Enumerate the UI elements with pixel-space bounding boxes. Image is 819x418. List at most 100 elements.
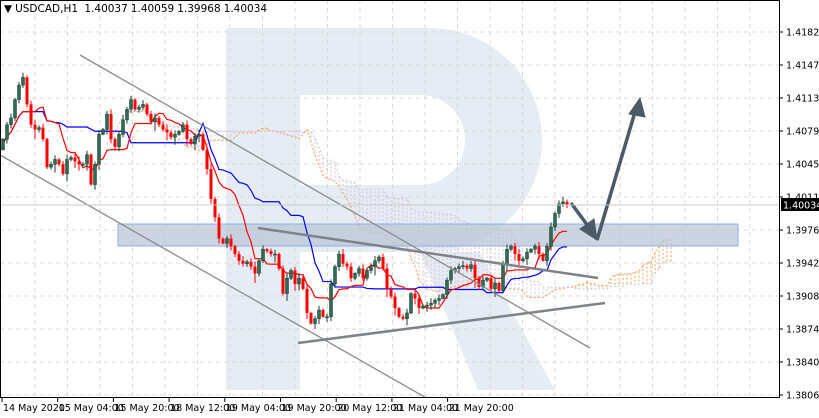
bull-candle [525, 248, 529, 266]
candle-body [69, 157, 73, 160]
candle-body [169, 132, 173, 138]
bear-candle [185, 120, 189, 146]
trendlines [0, 54, 606, 400]
bear-candle [45, 138, 49, 170]
forecast-arrows [569, 96, 646, 242]
candle-body [161, 124, 165, 130]
candle-body [313, 318, 317, 324]
bull-candle [101, 127, 105, 136]
candle-body [357, 268, 361, 274]
channel-lower-line[interactable] [0, 154, 430, 400]
symbol-label: USDCAD,H1 [15, 3, 79, 15]
candle-body [385, 268, 389, 289]
close-value: 1.40034 [223, 3, 268, 15]
triangle-down-icon[interactable]: ▼ [4, 3, 13, 15]
bull-candle [373, 256, 377, 276]
candle-body [117, 134, 121, 148]
candle-body [489, 278, 493, 289]
bear-candle [385, 263, 389, 297]
bull-candle [333, 264, 337, 288]
bear-candle [217, 213, 221, 244]
candle-body [381, 256, 385, 269]
bull-candle [121, 114, 125, 138]
triangle-upper-line[interactable] [257, 226, 599, 280]
bull-candle [125, 106, 129, 124]
bear-candle [57, 157, 61, 167]
candle-body [41, 127, 45, 140]
candle-body [157, 117, 161, 125]
candle-body [81, 164, 85, 166]
candle-body [1, 138, 5, 151]
bull-candle [505, 244, 509, 272]
candle-body [57, 159, 61, 165]
x-tick-label: 21 May 04:00 [393, 403, 458, 414]
candle-body [97, 134, 101, 165]
bull-candle [405, 308, 409, 326]
bull-candle [369, 263, 373, 274]
candle-body [173, 134, 177, 138]
bear-candle [189, 137, 193, 146]
bear-candle [541, 252, 545, 262]
candle-body [353, 273, 357, 279]
bull-candle [557, 200, 561, 218]
bull-candle [521, 256, 525, 263]
y-tick-label: 1.41820 [786, 28, 819, 39]
price-axis[interactable]: 1.418201.414701.411301.407901.404501.401… [779, 28, 819, 402]
bear-candle [497, 281, 501, 293]
bull-candle [81, 161, 85, 166]
bear-candle [253, 261, 257, 284]
plot-frame [0, 0, 780, 398]
bull-candle [105, 110, 109, 135]
candle-body [253, 266, 257, 274]
triangle-lower-line[interactable] [297, 301, 606, 345]
bull-candle [429, 298, 433, 310]
candle-body [101, 129, 105, 135]
bull-candle [153, 113, 157, 131]
arrow-up-line [595, 111, 637, 241]
candle-body [113, 139, 117, 147]
candle-body [37, 127, 41, 130]
bull-candle [53, 155, 57, 173]
bear-candle [133, 98, 137, 112]
candle-body [257, 260, 261, 274]
bear-candle [305, 284, 309, 320]
bull-candle [173, 130, 177, 145]
y-tick-label: 1.40790 [786, 127, 819, 138]
bear-candle [301, 275, 305, 291]
bear-candle [381, 253, 385, 271]
candle-body [65, 159, 69, 175]
bear-candle [397, 306, 401, 319]
candle-body [345, 263, 349, 267]
candle-body [241, 260, 245, 264]
y-tick-label: 1.41470 [786, 61, 819, 72]
bear-candle [233, 244, 237, 258]
channel-upper-line[interactable] [79, 54, 591, 349]
bear-candle [293, 266, 297, 291]
low-value: 1.39968 [177, 3, 221, 15]
bull-candle [553, 211, 557, 231]
candle-body [445, 279, 449, 295]
grid [0, 0, 779, 397]
x-tick-label: 20 May 12:00 [337, 403, 402, 414]
bull-candle [317, 305, 321, 325]
candle-body [5, 124, 9, 140]
candle-body [129, 99, 133, 110]
support-zone [117, 223, 739, 247]
current-price-label: 1.40034 [783, 201, 819, 212]
candle-body [509, 246, 513, 250]
candle-body [457, 266, 461, 269]
candle-body [49, 164, 53, 168]
candle-body [209, 169, 213, 200]
bull-candle [297, 273, 301, 291]
candle-body [105, 113, 109, 130]
candle-body [557, 203, 561, 214]
candle-body [477, 278, 481, 287]
candle-body [501, 263, 505, 291]
candle-body [461, 265, 465, 267]
bull-candle [289, 268, 293, 280]
bull-candle [141, 100, 145, 110]
bull-candle [365, 268, 369, 281]
candle-body [369, 266, 373, 271]
